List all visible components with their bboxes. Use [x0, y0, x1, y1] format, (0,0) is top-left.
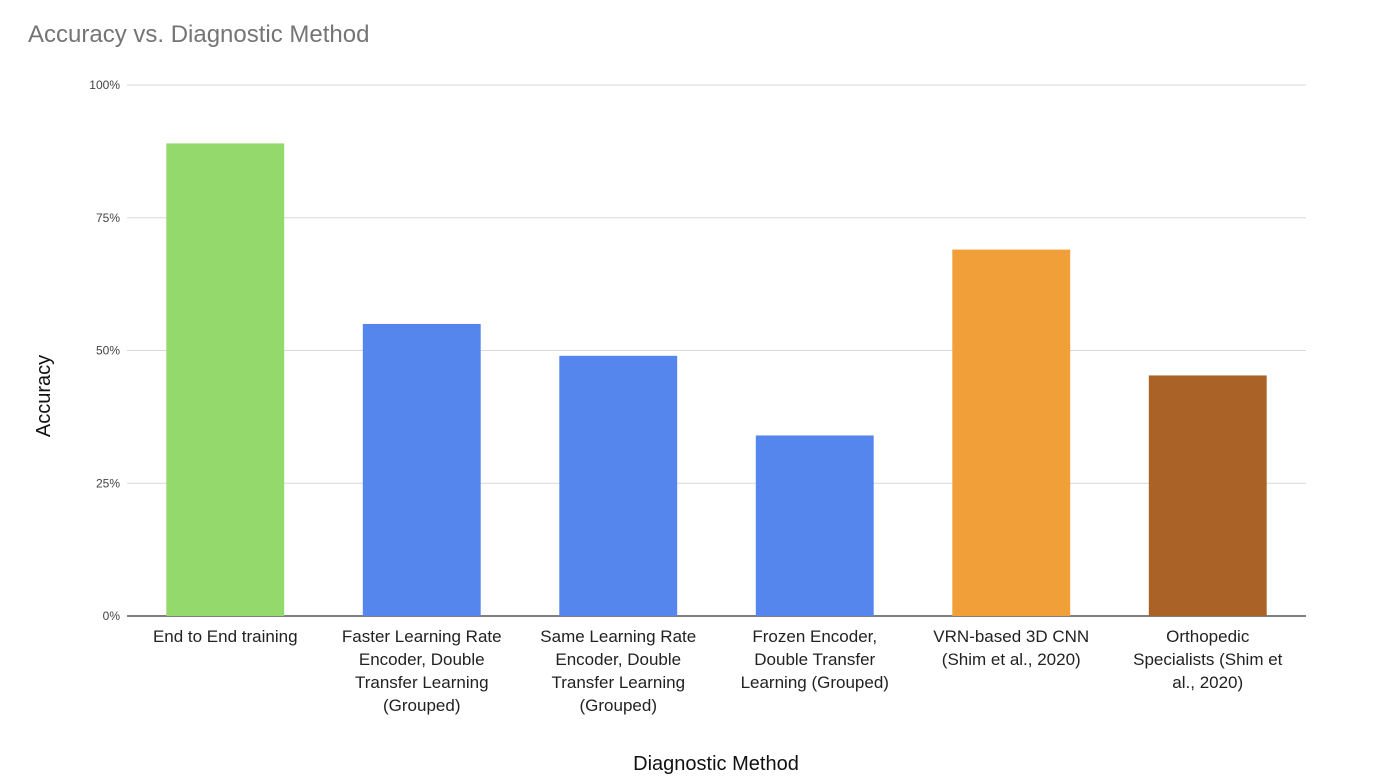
y-tick-label: 100%	[89, 78, 120, 92]
x-tick-label-line: VRN-based 3D CNN	[933, 627, 1089, 646]
x-tick-label: Faster Learning Rate Encoder, Double Trans…	[342, 627, 502, 715]
x-tick-label-line: Learning (Grouped)	[741, 673, 889, 692]
x-tick-label-line: Specialists (Shim et	[1133, 650, 1283, 669]
bar	[362, 323, 481, 616]
bars	[166, 143, 1267, 617]
x-tick-label-line: Same Learning Rate	[540, 627, 696, 646]
x-tick-label-line: (Grouped)	[580, 696, 657, 715]
x-tick-label: End to End training	[153, 627, 298, 646]
y-tick-label: 0%	[103, 609, 121, 623]
x-tick-label-line: Transfer Learning	[355, 673, 489, 692]
chart-title: Accuracy vs. Diagnostic Method	[28, 21, 369, 48]
x-tick-label-line: (Grouped)	[383, 696, 460, 715]
x-tick-label: Same Learning Rate Encoder, Double Transfe…	[540, 627, 696, 715]
x-tick-label-line: Encoder, Double	[555, 650, 681, 669]
bar	[1148, 375, 1267, 616]
x-tick-label-line: Orthopedic	[1166, 627, 1250, 646]
x-tick-label-line: al., 2020)	[1172, 673, 1243, 692]
gridlines	[127, 84, 1306, 617]
x-tick-label-line: Transfer Learning	[551, 673, 685, 692]
y-axis-ticks: 0% 25% 50% 75% 100%	[89, 78, 120, 623]
x-tick-label-line: End to End training	[153, 627, 298, 646]
x-tick-label: Frozen Encoder, Double Transfer Learning (…	[741, 627, 889, 692]
bar	[559, 355, 678, 616]
x-tick-label-line: Faster Learning Rate	[342, 627, 502, 646]
x-tick-label: VRN-based 3D CNN (Shim et al., 2020)	[933, 627, 1089, 669]
x-axis-label: Diagnostic Method	[633, 753, 799, 775]
y-tick-label: 25%	[96, 476, 120, 490]
bar	[755, 435, 874, 616]
bar	[952, 249, 1071, 617]
y-tick-label: 50%	[96, 344, 120, 358]
x-axis-ticks: End to End training Faster Learning Rate E…	[153, 627, 1283, 715]
x-tick-label: Orthopedic Specialists (Shim et al., 2020)	[1133, 627, 1283, 692]
y-tick-label: 75%	[96, 211, 120, 225]
y-axis-label: Accuracy	[33, 355, 55, 437]
x-tick-label-line: Double Transfer	[754, 650, 875, 669]
x-tick-label-line: (Shim et al., 2020)	[942, 650, 1081, 669]
x-tick-label-line: Encoder, Double	[359, 650, 485, 669]
bar	[166, 143, 285, 616]
x-tick-label-line: Frozen Encoder,	[752, 627, 877, 646]
